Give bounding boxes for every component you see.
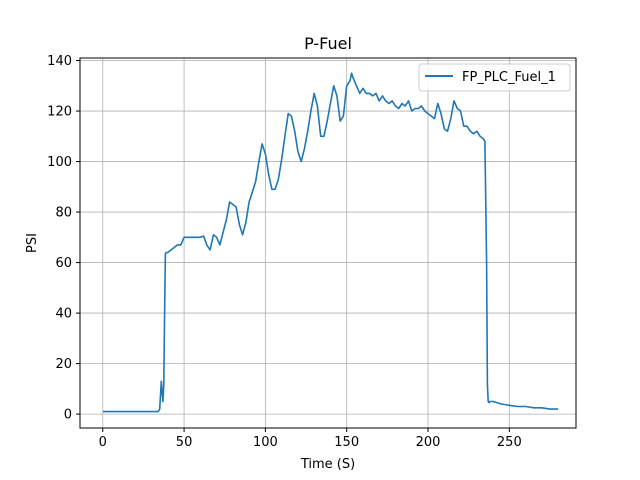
x-tick-label: 0 — [99, 435, 107, 450]
series-layer — [102, 72, 559, 413]
legend-box — [418, 63, 571, 92]
y-tick-label: 80 — [55, 206, 72, 221]
chart-title: P-Fuel — [304, 34, 352, 53]
series-line-FP_PLC_Fuel_1 — [102, 72, 559, 413]
y-tick-label: 140 — [47, 54, 72, 69]
y-tick-label: 20 — [55, 357, 72, 372]
y-tick-label: 100 — [47, 155, 72, 170]
y-axis-label: PSI — [25, 233, 40, 253]
x-tick-label: 200 — [416, 435, 441, 450]
ticks: 0 50 100 150 200 250 0 20 40 60 80 100 120 140 — [47, 54, 522, 450]
x-tick-label: 150 — [334, 435, 359, 450]
x-tick-label: 50 — [176, 435, 193, 450]
x-tick-label: 100 — [253, 435, 278, 450]
legend-label: FP_PLC_Fuel_1 — [462, 70, 556, 85]
x-tick-label: 250 — [497, 435, 522, 450]
grid — [80, 58, 576, 428]
y-tick-label: 60 — [55, 256, 72, 271]
legend: FP_PLC_Fuel_1 — [418, 63, 571, 92]
x-axis-label: Time (S) — [300, 457, 355, 472]
y-tick-label: 120 — [47, 105, 72, 120]
plot-frame — [79, 57, 577, 429]
y-tick-label: 0 — [64, 408, 72, 423]
y-tick-label: 40 — [55, 307, 72, 322]
